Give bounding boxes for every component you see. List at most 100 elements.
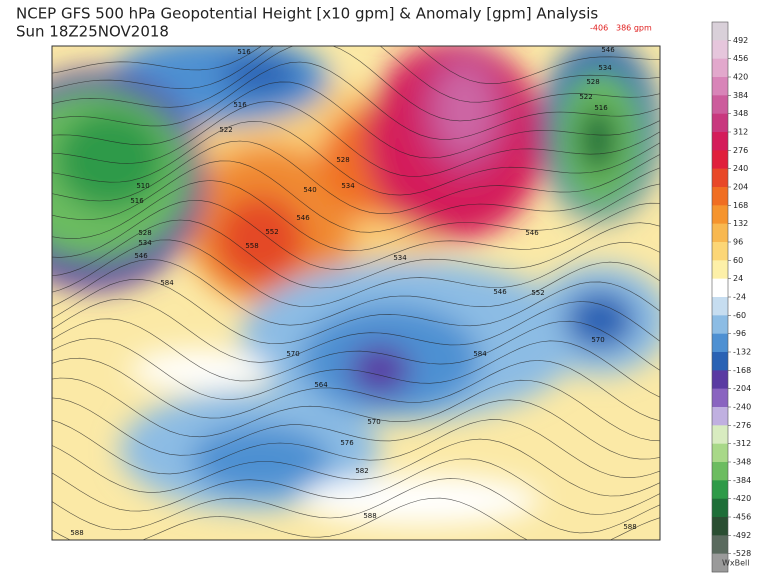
min-value: -406 [590,24,608,33]
contour-label: 558 [245,242,258,250]
contour-label: 552 [265,228,278,236]
contour-label: 570 [367,418,380,426]
contour-line [52,46,660,122]
colorbar-swatch [712,498,728,518]
contour-label: 584 [160,279,174,287]
contour-line [52,357,660,422]
max-value: 386 gpm [616,24,652,33]
colorbar-swatch [712,278,728,298]
contour-label: 516 [237,48,251,56]
contour-line [52,278,660,345]
colorbar-swatch [712,40,728,59]
colorbar-swatch [712,132,728,151]
contour-label: 528 [138,229,151,237]
contour-line [52,318,660,382]
contour-label: 534 [138,239,152,247]
contour-line [52,81,660,159]
contour-line [52,200,660,270]
colorbar-label: -132 [733,348,751,357]
colorbar-label: 204 [733,183,748,192]
height-contours [52,46,660,540]
contour-label: 546 [493,288,507,296]
colorbar-label: -312 [733,439,751,448]
contour-line [52,180,660,252]
colorbar-label: -276 [733,421,751,430]
contour-label: 570 [591,336,604,344]
contour-label: 564 [314,381,328,389]
contour-line [52,46,660,85]
colorbar-label: 168 [733,201,748,210]
colorbar-swatch [712,187,728,206]
contour-line [52,419,660,479]
colorbar-swatch [712,22,728,41]
contour-line [52,478,660,534]
contour-label: 576 [340,439,354,447]
contour-label: 534 [393,254,407,262]
contour-label: 570 [286,350,299,358]
contour-label: 516 [594,104,608,112]
colorbar-label: -384 [733,476,751,485]
contour-label: 528 [586,78,599,86]
contour-line [52,101,660,177]
colorbar-swatch [712,333,728,353]
contour-label: 510 [136,182,149,190]
colorbar-label: 132 [733,219,748,228]
colorbar-label: 492 [733,36,748,45]
colorbar-label: -492 [733,531,751,540]
contour-line [52,497,660,540]
colorbar-swatch [712,113,728,133]
colorbar-swatch [712,425,728,444]
contour-label: 516 [130,197,144,205]
colorbar-label: -24 [733,293,746,302]
colorbar-label: 348 [733,109,748,118]
colorbar-swatch [712,223,728,243]
colorbar-swatch [712,150,728,169]
contour-line [52,259,660,326]
contour-label: 584 [473,350,487,358]
title: NCEP GFS 500 hPa Geopotential Height [x1… [16,5,598,23]
colorbar-label: -348 [733,458,751,467]
contour-label: 540 [303,186,316,194]
contour-line [52,377,660,442]
colorbar-swatch [712,462,728,481]
contour-label: 588 [623,523,636,531]
contour-label: 522 [579,93,592,101]
colorbar-label: -456 [733,513,751,522]
contour-label: 516 [233,101,247,109]
contour-line [52,438,660,497]
contour-label: 546 [601,46,615,54]
contour-line [52,160,660,233]
contour-line [52,458,660,515]
contour-label: 528 [336,156,349,164]
contour-label: 582 [355,467,368,475]
colorbar-swatch [712,388,728,408]
colorbar-label: 456 [733,54,748,63]
colorbar-swatch [712,407,728,426]
colorbar-label: 384 [733,91,748,100]
contour-label: 546 [525,229,539,237]
contour-label: 534 [598,64,612,72]
colorbar-swatch [712,370,728,389]
colorbar-label: -96 [733,329,746,338]
contour-label: 546 [134,252,148,260]
colorbar-swatch [712,535,728,554]
contour-line [52,219,660,289]
colorbar-label: -420 [733,494,751,503]
colorbar-swatch [712,315,728,334]
colorbar-label: 420 [733,73,748,82]
colorbar-label: 24 [733,274,743,283]
colorbar-label: 240 [733,164,748,173]
contour-label: 588 [70,529,83,537]
colorbar-label: -240 [733,403,751,412]
contour-line [52,46,660,103]
colorbar-swatch [712,77,728,96]
brand: WxBell [722,559,750,568]
colorbar-label: -204 [733,384,751,393]
contour-line [52,121,660,196]
contour-line [52,298,660,363]
colorbar-label: -60 [733,311,746,320]
contour-label: 552 [531,289,544,297]
